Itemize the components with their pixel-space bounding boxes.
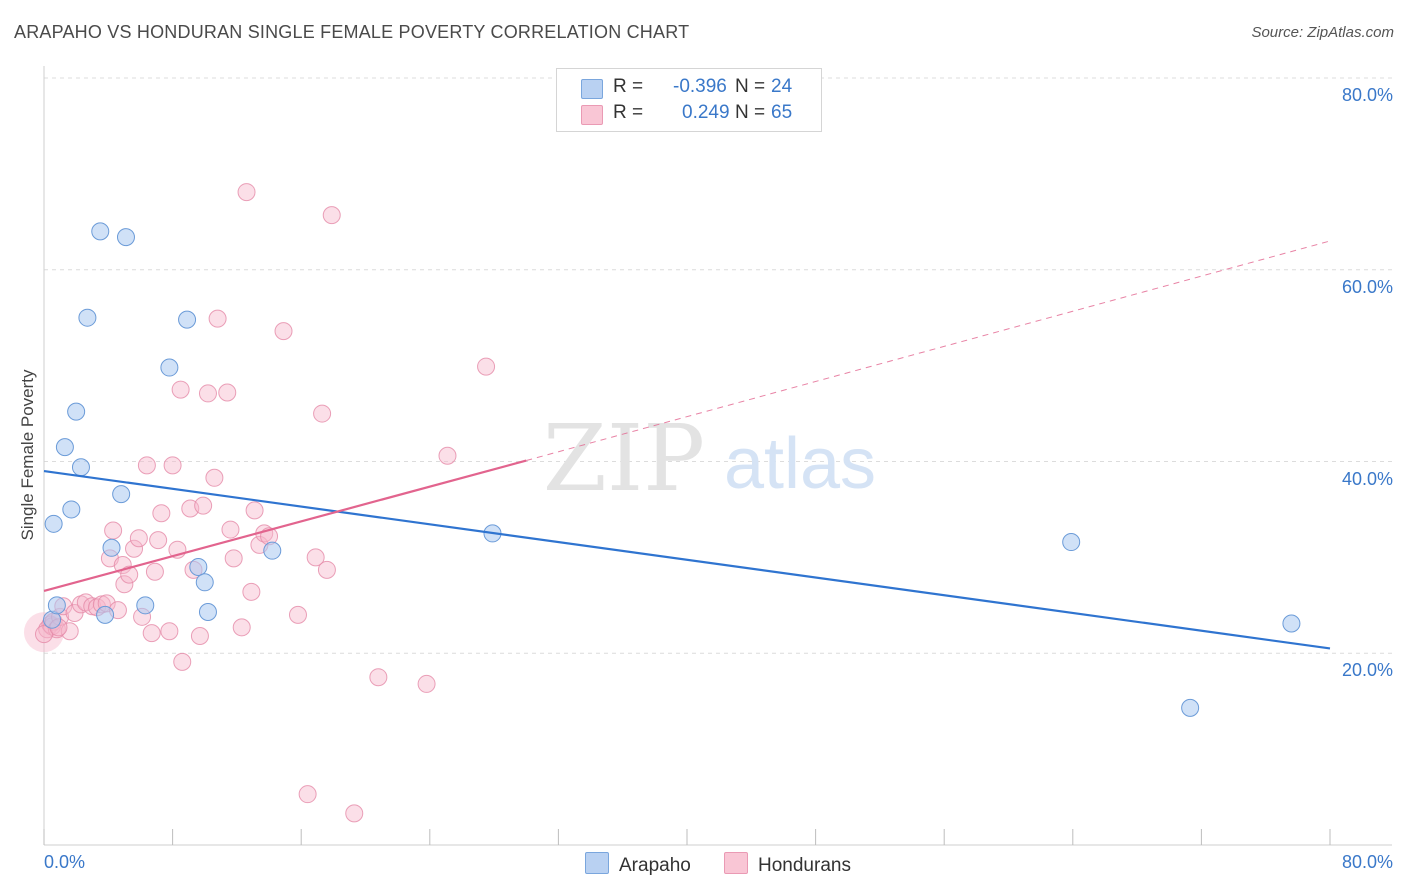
hondurans-point xyxy=(369,668,388,687)
arapaho-point xyxy=(116,228,135,247)
arapaho-point xyxy=(62,500,81,519)
hondurans-point xyxy=(149,531,168,550)
legend-item-arapaho: Arapaho xyxy=(585,852,691,877)
watermark: ZIP atlas xyxy=(543,405,876,512)
arapaho-point xyxy=(112,485,131,504)
arapaho-point xyxy=(198,603,217,622)
hondurans-point xyxy=(232,618,251,637)
arapaho-swatch xyxy=(585,852,609,874)
legend-r-label: R = xyxy=(613,102,644,123)
series-legend: Arapaho Hondurans xyxy=(0,852,1406,878)
arapaho-point xyxy=(263,541,282,560)
hondurans-point xyxy=(115,575,134,594)
legend-label-arapaho: Arapaho xyxy=(619,855,691,876)
hondurans-point xyxy=(60,622,79,641)
arapaho-point xyxy=(102,538,121,557)
hondurans-point xyxy=(245,501,264,520)
arapaho-point xyxy=(136,596,155,615)
hondurans-point xyxy=(142,624,161,643)
arapaho-point xyxy=(1282,614,1301,633)
hondurans-point xyxy=(160,622,179,641)
hondurans-point xyxy=(288,605,307,624)
hondurans-point xyxy=(137,456,156,475)
grid-lines xyxy=(44,77,1392,654)
watermark-zip: ZIP xyxy=(543,405,705,512)
arapaho-point xyxy=(47,596,66,615)
hondurans-point xyxy=(129,529,148,548)
arapaho-point xyxy=(91,222,110,241)
source-credit: Source: ZipAtlas.com xyxy=(1251,24,1394,41)
data-points xyxy=(24,183,1301,823)
hondurans-point xyxy=(120,565,139,584)
hondurans-point xyxy=(438,446,457,465)
hondurans-point xyxy=(171,380,190,399)
hondurans-point xyxy=(242,582,261,601)
hondurans-point xyxy=(274,322,293,341)
arapaho-point xyxy=(71,458,90,477)
hondurans-point xyxy=(322,206,341,225)
legend-label-hondurans: Hondurans xyxy=(758,855,851,876)
x-tick-label-start: 0.0% xyxy=(44,852,86,872)
hondurans-point xyxy=(224,549,243,568)
arapaho-point xyxy=(160,358,179,377)
y-tick-label: 80.0% xyxy=(1341,85,1393,105)
hondurans-point xyxy=(477,357,496,376)
legend-n-label: N = xyxy=(735,102,766,123)
hondurans-swatch xyxy=(724,852,748,874)
legend-n-value: 65 xyxy=(771,102,793,123)
hondurans-point xyxy=(345,804,364,823)
arapaho-point xyxy=(67,402,86,421)
arapaho-trend-line xyxy=(43,469,1331,650)
legend-r-value: 0.249 xyxy=(682,102,730,123)
hondurans-trend-line xyxy=(43,459,527,592)
hondurans-point xyxy=(173,652,192,671)
axes xyxy=(43,66,1392,846)
arapaho-swatch xyxy=(581,79,603,99)
legend-n-label: N = xyxy=(735,76,766,97)
correlation-legend: R = -0.396 N = 24 R = 0.249 N = 65 xyxy=(556,68,822,132)
arapaho-point xyxy=(78,308,97,327)
hondurans-point xyxy=(417,674,436,693)
arapaho-point xyxy=(178,310,197,329)
arapaho-point xyxy=(189,557,208,576)
arapaho-point xyxy=(55,438,74,457)
hondurans-trend-extension xyxy=(526,240,1331,462)
hondurans-point xyxy=(317,560,336,579)
legend-r-label: R = xyxy=(613,76,644,97)
chart-title: ARAPAHO VS HONDURAN SINGLE FEMALE POVERT… xyxy=(14,22,690,42)
hondurans-point xyxy=(313,404,332,423)
hondurans-point xyxy=(237,183,256,202)
y-tick-label: 20.0% xyxy=(1341,660,1393,681)
hondurans-point xyxy=(104,521,123,540)
hondurans-point xyxy=(145,562,164,581)
arapaho-point xyxy=(195,573,214,592)
y-tick-label: 60.0% xyxy=(1341,276,1393,297)
hondurans-point xyxy=(205,468,224,487)
hondurans-point xyxy=(163,456,182,475)
arapaho-point xyxy=(44,514,63,533)
hondurans-point xyxy=(190,626,209,645)
hondurans-point xyxy=(125,539,144,558)
watermark-atlas: atlas xyxy=(724,424,876,504)
y-tick-label: 40.0% xyxy=(1341,468,1393,489)
hondurans-point xyxy=(221,520,240,539)
hondurans-point xyxy=(152,504,171,523)
legend-item-hondurans: Hondurans xyxy=(724,852,851,877)
hondurans-point xyxy=(306,548,325,567)
hondurans-swatch xyxy=(581,105,603,125)
trend-lines xyxy=(43,240,1331,650)
arapaho-point xyxy=(1062,533,1081,552)
hondurans-point xyxy=(298,785,317,804)
legend-n-value: 24 xyxy=(771,76,793,97)
arapaho-point xyxy=(96,605,115,624)
hondurans-point xyxy=(198,384,217,403)
hondurans-point xyxy=(194,496,213,515)
legend-r-value: -0.396 xyxy=(673,76,727,97)
x-tick-label-end: 80.0% xyxy=(1341,852,1393,872)
hondurans-point xyxy=(218,383,237,402)
arapaho-point xyxy=(1181,698,1200,717)
hondurans-point xyxy=(208,309,227,328)
